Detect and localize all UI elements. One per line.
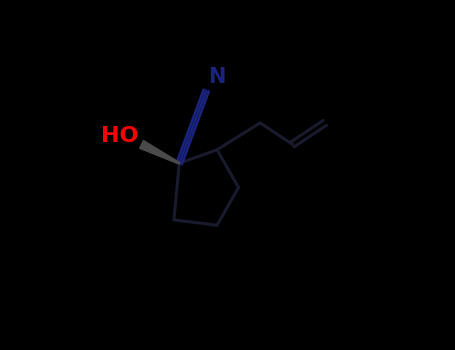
Text: N: N [208,67,226,87]
Polygon shape [140,141,180,164]
Text: HO: HO [101,126,139,146]
